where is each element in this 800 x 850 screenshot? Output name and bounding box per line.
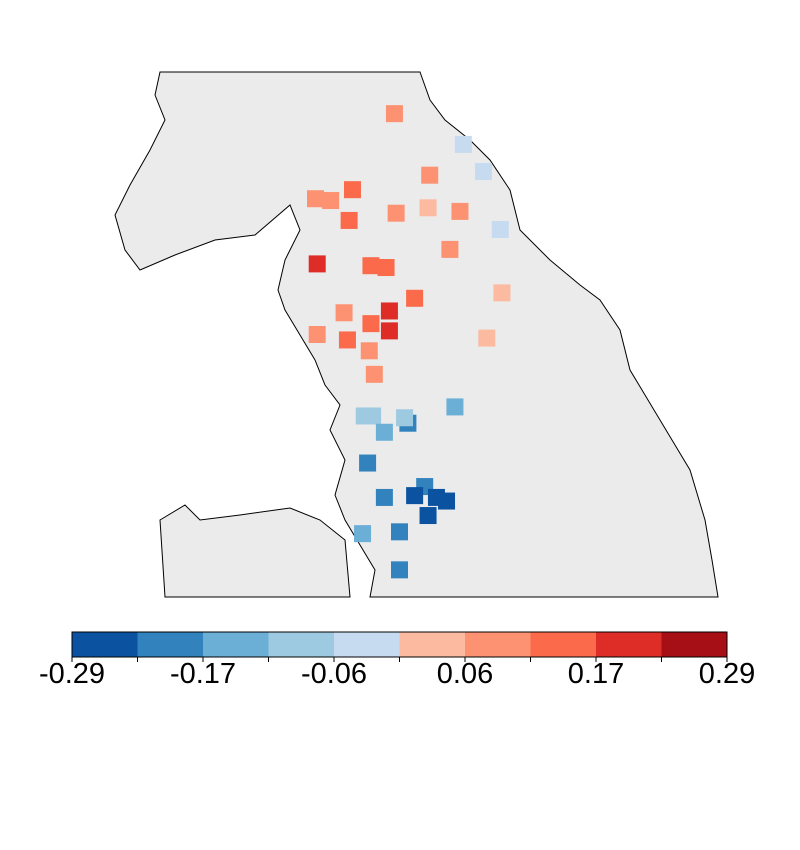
station xyxy=(406,487,424,505)
colorbar-tick-label: -0.06 xyxy=(301,658,367,690)
colorbar-bin xyxy=(465,632,531,657)
station xyxy=(441,240,459,258)
station xyxy=(380,302,398,320)
colorbar-bin xyxy=(596,632,662,657)
station xyxy=(491,221,509,238)
station xyxy=(438,492,456,510)
colorbar-bin xyxy=(530,632,596,657)
station xyxy=(338,331,356,349)
station xyxy=(308,326,326,343)
station xyxy=(375,488,393,506)
colorbar-bin xyxy=(137,632,203,657)
colorbar-bin xyxy=(203,632,269,657)
station xyxy=(307,190,325,208)
station xyxy=(365,365,383,383)
colorbar-bin xyxy=(334,632,400,657)
station xyxy=(421,166,439,184)
station xyxy=(380,322,398,340)
station xyxy=(308,255,326,273)
station xyxy=(391,561,408,579)
colorbar-tick-label: -0.29 xyxy=(39,658,105,690)
station xyxy=(360,342,378,360)
station xyxy=(419,199,437,217)
colorbar-tick-label: 0.17 xyxy=(568,658,624,690)
station xyxy=(343,181,361,199)
station xyxy=(377,259,395,277)
station xyxy=(387,204,405,222)
station xyxy=(419,507,437,525)
station xyxy=(354,525,372,543)
colorbar-bin xyxy=(268,632,334,657)
colorbar-frame xyxy=(71,631,728,658)
station xyxy=(493,284,511,302)
colorbar-tick-label: 0.29 xyxy=(699,658,755,690)
station xyxy=(446,398,464,416)
station xyxy=(385,105,403,123)
station xyxy=(396,409,414,427)
station xyxy=(362,257,380,275)
station xyxy=(322,192,340,210)
station xyxy=(451,202,469,220)
station xyxy=(375,423,393,441)
colorbar-bin xyxy=(72,632,138,657)
colorbar-tick-label: -0.17 xyxy=(170,658,236,690)
land xyxy=(159,504,351,598)
colorbar-bin xyxy=(661,632,727,657)
station xyxy=(362,315,380,333)
station xyxy=(391,523,408,541)
station xyxy=(364,407,382,425)
colorbar-tick-label: 0.06 xyxy=(437,658,493,690)
colorbar-bin xyxy=(399,632,465,657)
station xyxy=(340,211,358,229)
land xyxy=(114,71,719,598)
station xyxy=(359,454,377,472)
station xyxy=(454,135,472,153)
station xyxy=(335,304,353,322)
station xyxy=(406,289,424,307)
station xyxy=(478,329,496,347)
station xyxy=(474,163,492,181)
basemap xyxy=(114,71,719,598)
